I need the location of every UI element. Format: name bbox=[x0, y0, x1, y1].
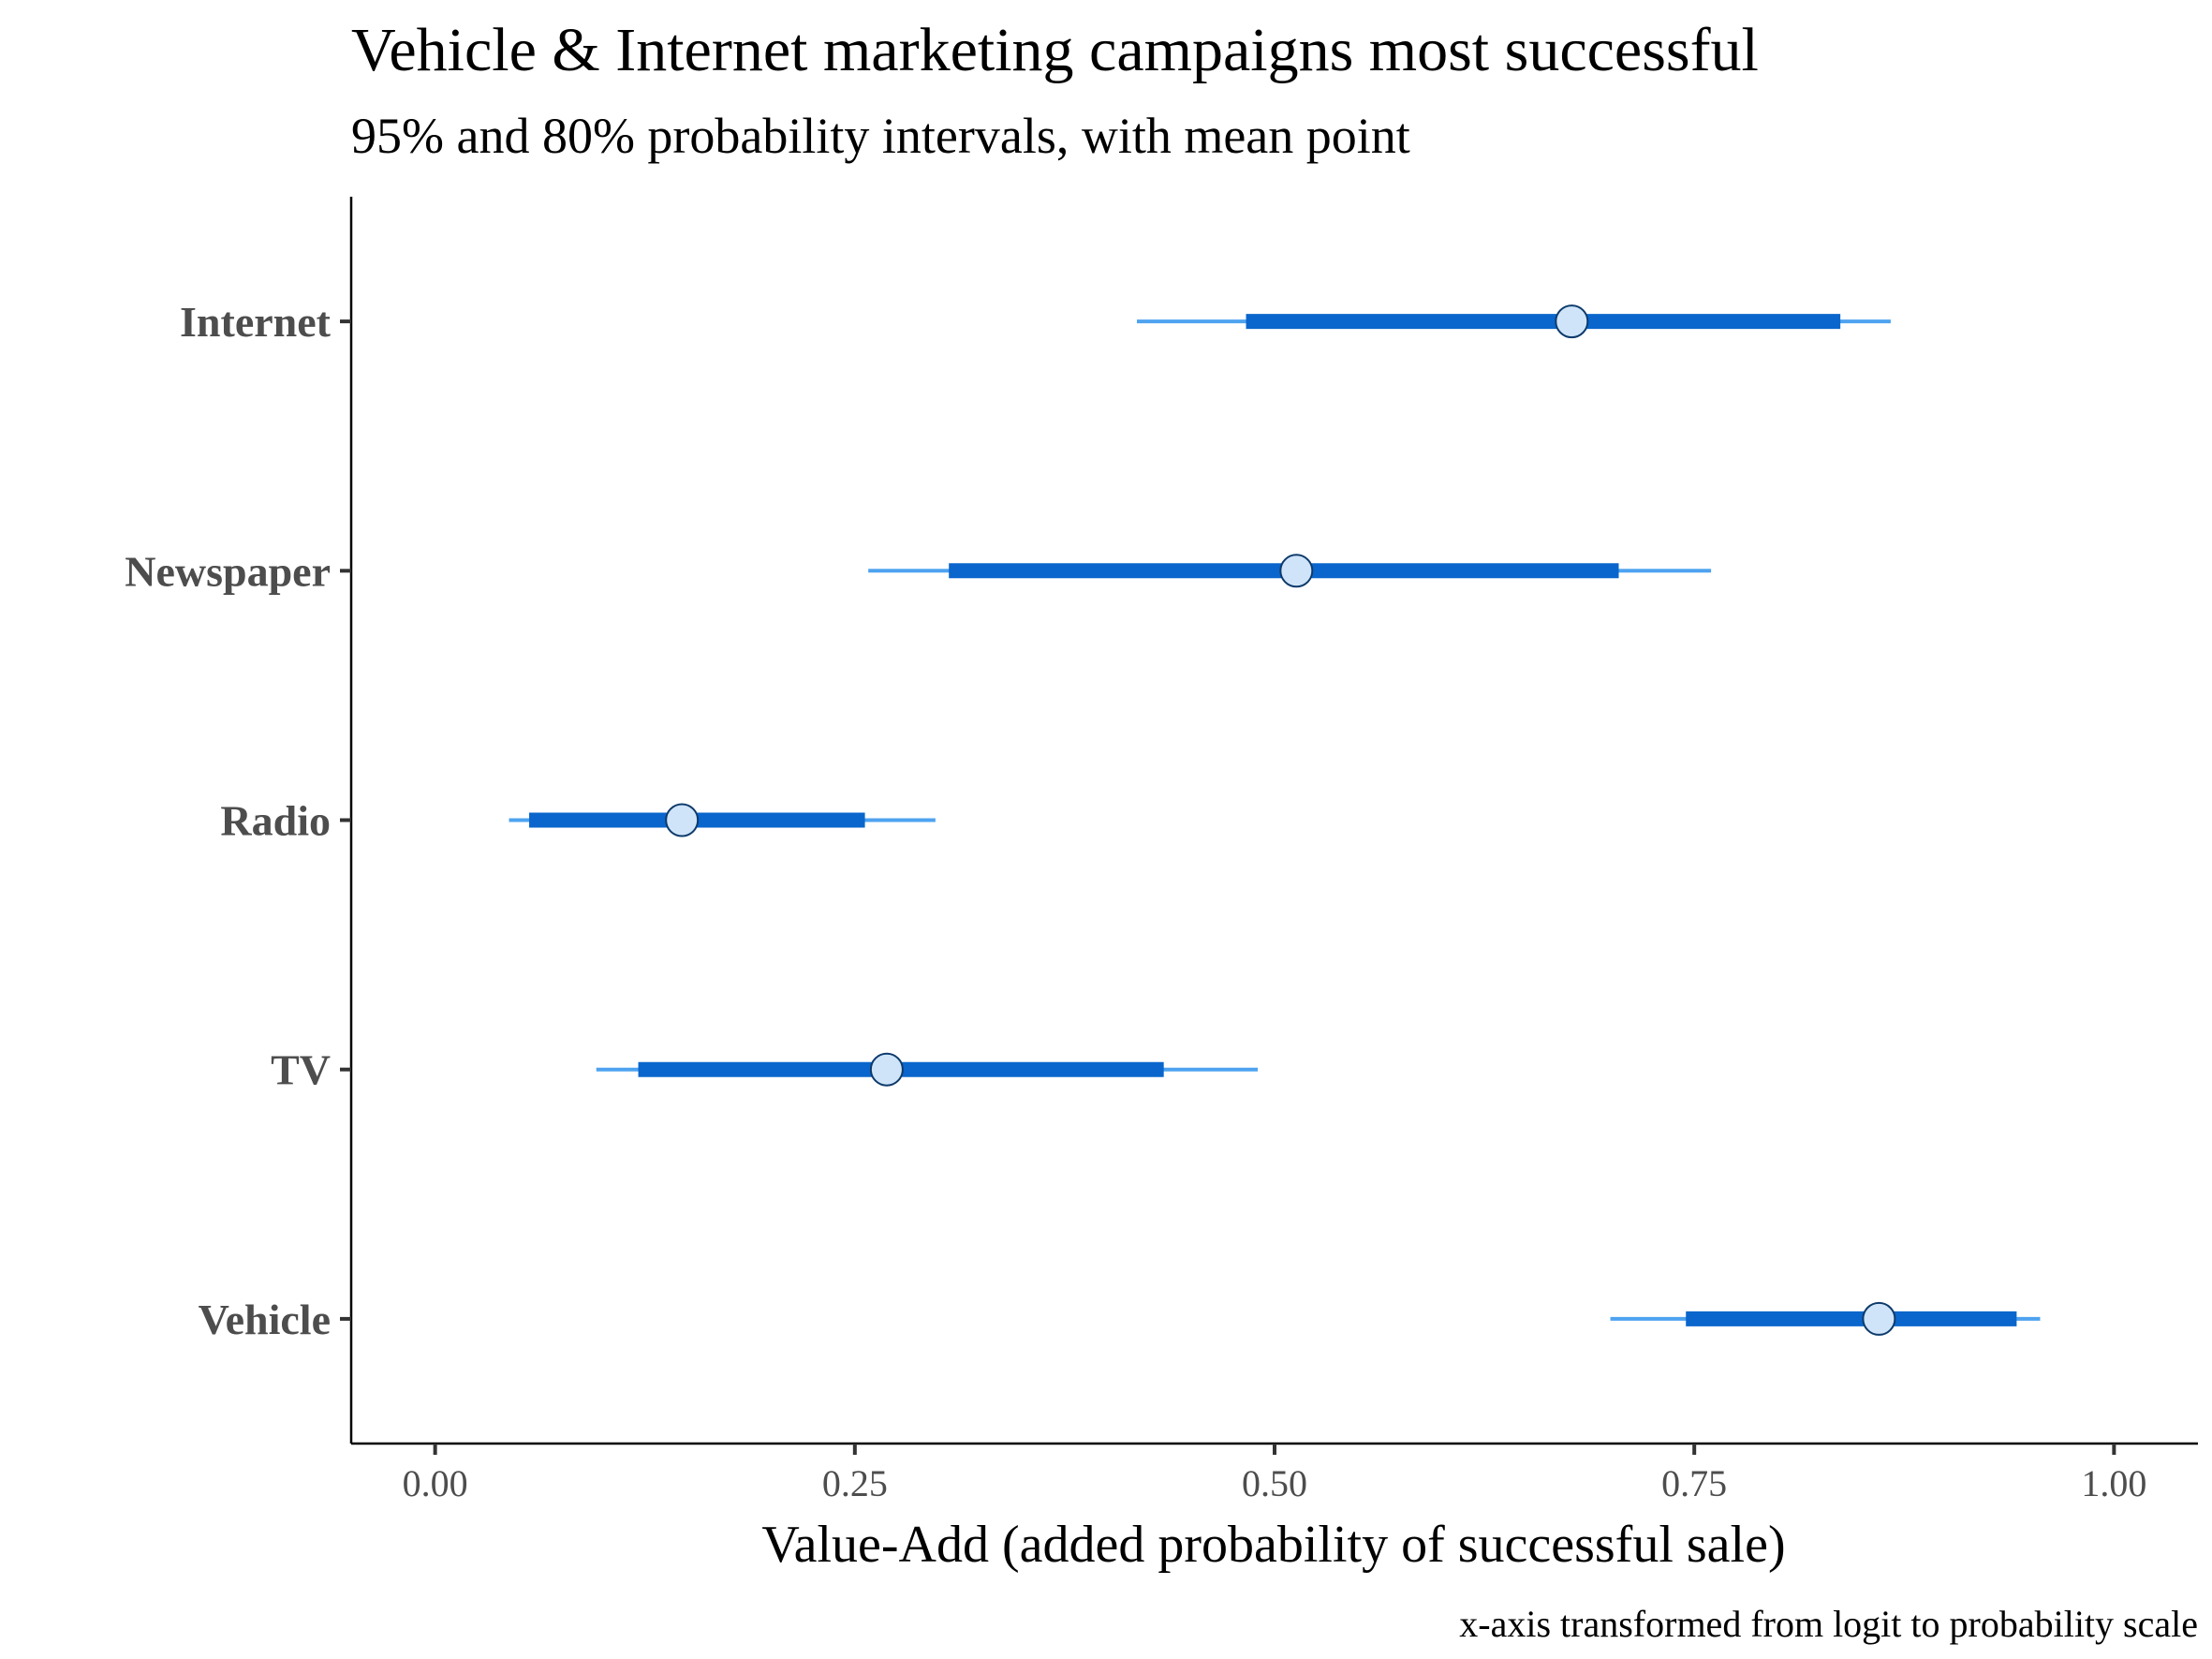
x-tick-label: 0.50 bbox=[1242, 1462, 1307, 1504]
chart-subtitle: 95% and 80% probability intervals, with … bbox=[351, 108, 1410, 164]
x-axis: 0.00 0.25 0.50 0.75 1.00 bbox=[403, 1444, 2146, 1504]
mean-point-radio bbox=[665, 803, 700, 837]
mean-point-internet bbox=[1555, 304, 1589, 339]
mean-point-vehicle bbox=[1862, 1301, 1896, 1336]
interval-marks bbox=[509, 304, 2041, 1336]
x-tick-label: 0.75 bbox=[1661, 1462, 1727, 1504]
y-tick-label-newspaper: Newspaper bbox=[125, 547, 331, 595]
mean-point-tv bbox=[869, 1052, 904, 1087]
y-tick-label-internet: Internet bbox=[180, 298, 332, 346]
x-tick-label: 0.25 bbox=[822, 1462, 888, 1504]
y-tick-label-radio: Radio bbox=[220, 797, 331, 845]
chart-title: Vehicle & Internet marketing campaigns m… bbox=[351, 16, 1759, 84]
x-tick-label: 0.00 bbox=[403, 1462, 468, 1504]
y-tick-label-tv: TV bbox=[271, 1046, 331, 1094]
y-tick-label-vehicle: Vehicle bbox=[199, 1296, 331, 1343]
x-tick-label: 1.00 bbox=[2081, 1462, 2146, 1504]
chart-caption: x-axis transformed from logit to probabi… bbox=[1459, 1603, 2198, 1645]
mean-point-newspaper bbox=[1279, 554, 1314, 588]
x-axis-title: Value-Add (added probability of successf… bbox=[761, 1516, 1785, 1574]
y-axis: Internet Newspaper Radio TV Vehicle bbox=[125, 298, 351, 1343]
